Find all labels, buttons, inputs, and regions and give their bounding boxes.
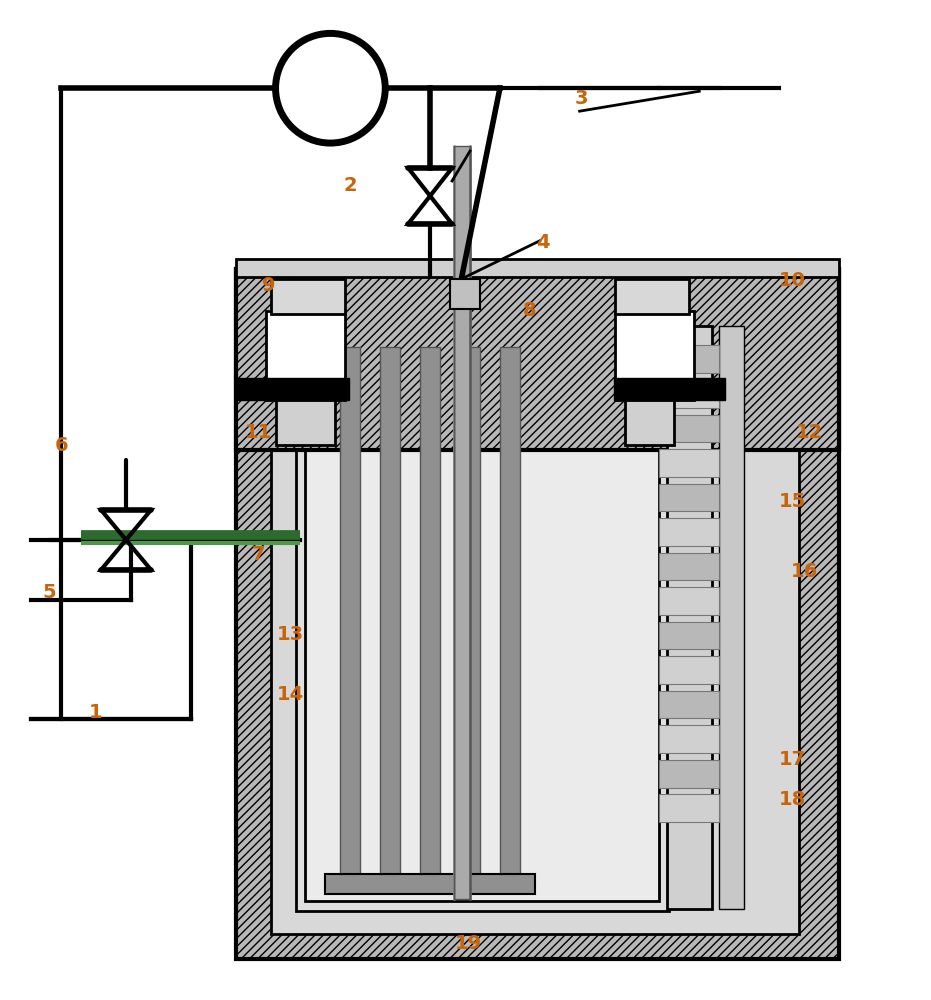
Polygon shape	[326, 874, 534, 894]
Polygon shape	[659, 484, 720, 511]
Text: 7: 7	[252, 545, 265, 564]
Polygon shape	[659, 345, 720, 373]
Text: 13: 13	[277, 625, 304, 644]
Polygon shape	[236, 269, 839, 959]
Polygon shape	[450, 279, 480, 309]
Text: 12: 12	[795, 423, 823, 442]
Text: 4: 4	[536, 233, 549, 252]
Text: 15: 15	[778, 492, 805, 511]
Polygon shape	[265, 311, 345, 400]
Polygon shape	[301, 326, 665, 909]
Text: 16: 16	[790, 562, 817, 581]
Polygon shape	[276, 400, 335, 445]
Text: 2: 2	[344, 176, 358, 195]
Polygon shape	[659, 622, 720, 649]
Polygon shape	[237, 378, 349, 400]
Polygon shape	[659, 587, 720, 615]
Polygon shape	[454, 146, 470, 899]
Text: 14: 14	[277, 685, 304, 704]
Polygon shape	[236, 259, 839, 277]
Polygon shape	[614, 311, 695, 400]
Polygon shape	[271, 296, 799, 934]
Text: 9: 9	[262, 276, 276, 295]
Polygon shape	[236, 269, 839, 450]
Text: 17: 17	[778, 750, 805, 769]
Polygon shape	[625, 400, 674, 445]
Polygon shape	[305, 333, 659, 901]
Polygon shape	[659, 380, 720, 408]
Polygon shape	[659, 449, 720, 477]
Polygon shape	[271, 279, 345, 314]
Polygon shape	[659, 760, 720, 788]
Text: 3: 3	[575, 89, 588, 108]
Polygon shape	[659, 656, 720, 684]
Polygon shape	[295, 323, 669, 911]
Text: 1: 1	[89, 703, 103, 722]
Text: 8: 8	[523, 301, 536, 320]
Polygon shape	[659, 794, 720, 822]
Polygon shape	[420, 347, 440, 879]
Polygon shape	[614, 378, 725, 400]
Polygon shape	[460, 347, 480, 879]
Text: 5: 5	[43, 583, 56, 602]
Polygon shape	[614, 279, 689, 314]
Text: 6: 6	[54, 436, 68, 455]
Polygon shape	[659, 691, 720, 718]
Polygon shape	[659, 518, 720, 546]
Text: 18: 18	[778, 790, 805, 809]
Polygon shape	[659, 725, 720, 753]
Text: 19: 19	[454, 934, 481, 953]
Text: 11: 11	[245, 423, 272, 442]
Polygon shape	[720, 326, 744, 909]
Polygon shape	[659, 415, 720, 442]
Polygon shape	[341, 347, 360, 879]
Polygon shape	[500, 347, 519, 879]
Polygon shape	[380, 347, 400, 879]
Polygon shape	[659, 553, 720, 580]
Text: 10: 10	[778, 271, 805, 290]
Polygon shape	[668, 326, 712, 909]
